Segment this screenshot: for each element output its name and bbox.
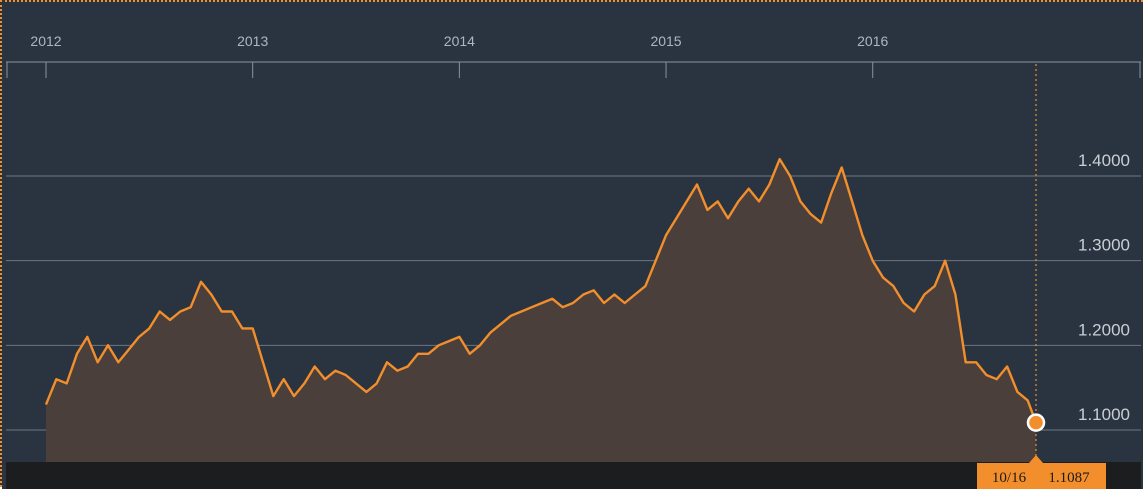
x-tick-label: 2013 xyxy=(237,33,268,49)
last-point-layer: 10/16 1.1087 xyxy=(977,64,1106,489)
y-axis-labels: 1.1000 1.2000 1.3000 1.4000 xyxy=(1078,151,1130,424)
y-tick-label: 1.1000 xyxy=(1078,405,1130,424)
last-point-pointer xyxy=(1029,455,1043,463)
x-tick-label: 2016 xyxy=(857,33,888,49)
y-tick-label: 1.3000 xyxy=(1078,236,1130,255)
last-point-marker xyxy=(1026,413,1046,432)
footer-strip xyxy=(6,462,1141,489)
last-point-tag xyxy=(977,463,1106,489)
x-tick-label: 2015 xyxy=(650,33,681,49)
x-tick-label: 2014 xyxy=(444,33,475,49)
x-tick-label: 2012 xyxy=(30,33,61,49)
y-tick-label: 1.4000 xyxy=(1078,151,1130,170)
y-tick-label: 1.2000 xyxy=(1078,320,1130,339)
series-line xyxy=(44,157,1038,424)
series-area-layer xyxy=(44,157,1038,462)
last-point-date: 10/16 xyxy=(992,470,1027,486)
last-point-value: 1.1087 xyxy=(1048,470,1090,486)
series-area-fill xyxy=(46,159,1036,462)
x-axis: 2012 2013 2014 2015 2016 xyxy=(6,33,1141,78)
